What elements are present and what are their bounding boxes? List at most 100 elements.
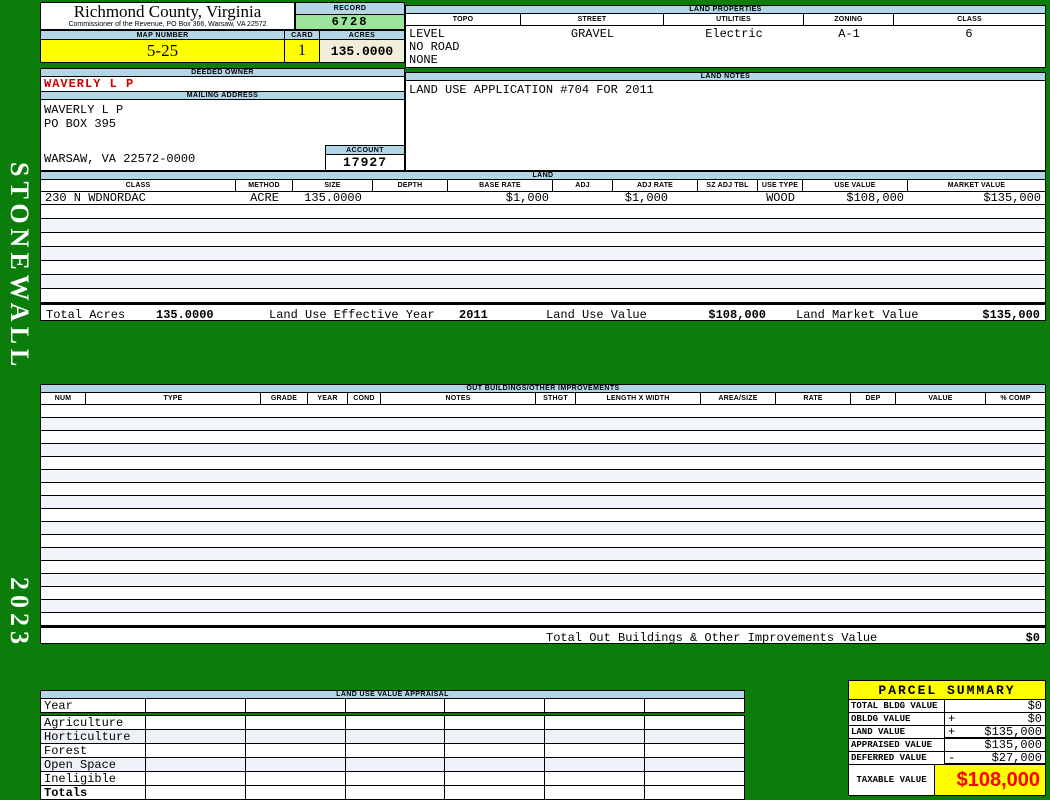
appraisal-cell <box>346 758 446 771</box>
column-header: COND <box>348 393 381 404</box>
topo-value: LEVEL <box>409 27 446 41</box>
appraisal-cell <box>545 744 646 757</box>
summary-row: APPRAISED VALUE $135,000 <box>848 738 1046 752</box>
empty-row <box>40 535 1046 548</box>
total-acres-label: Total Acres <box>46 308 126 322</box>
empty-row <box>40 444 1046 457</box>
appraisal-cell <box>246 716 346 729</box>
column-header: ZONING <box>804 14 894 25</box>
appraisal-cell <box>645 699 744 712</box>
appraisal-cell <box>645 758 744 771</box>
topo-value: NONE <box>409 53 438 67</box>
class-value: 6 <box>965 27 973 41</box>
appraisal-cell <box>146 730 246 743</box>
appraisal-cell <box>246 758 346 771</box>
land-table: LAND CLASS METHOD SIZE DEPTH BASE RATE A… <box>40 171 1046 322</box>
column-header: STHGT <box>536 393 576 404</box>
column-header: SIZE <box>293 180 373 191</box>
appraisal-row-label: Year <box>41 699 146 712</box>
column-header: TOPO <box>406 14 521 25</box>
empty-row <box>40 483 1046 496</box>
appraisal-row-label: Totals <box>41 786 146 799</box>
street-value: GRAVEL <box>570 27 615 41</box>
summary-row: TOTAL BLDG VALUE $0 <box>848 699 1046 713</box>
account-value: 17927 <box>325 154 405 171</box>
appraisal-cell <box>645 744 744 757</box>
appraisal-cell <box>246 699 346 712</box>
appraisal-cell <box>346 786 446 799</box>
land-cell-use-value: $108,000 <box>846 192 904 204</box>
out-buildings-empty-rows <box>40 405 1046 626</box>
utilities-value: Electric <box>705 27 763 41</box>
county-subtitle: Commissioner of the Revenue, PO Box 366,… <box>68 21 267 28</box>
appraisal-cell <box>346 730 446 743</box>
appraisal-cell <box>545 772 646 785</box>
empty-row <box>40 418 1046 431</box>
appraisal-row-label: Open Space <box>41 758 146 771</box>
summary-label: DEFERRED VALUE <box>848 751 945 765</box>
land-use-value-label: Land Use Value <box>546 308 647 322</box>
summary-value-cell: - $27,000 <box>944 751 1046 765</box>
appraisal-cell <box>346 699 446 712</box>
land-use-value: $108,000 <box>708 308 766 322</box>
column-header: UTILITIES <box>664 14 804 25</box>
column-header: DEPTH <box>373 180 448 191</box>
column-header: METHOD <box>236 180 293 191</box>
out-buildings-total-row: Total Out Buildings & Other Improvements… <box>40 626 1046 645</box>
zoning-value: A-1 <box>838 27 860 41</box>
summary-value: $0 <box>1027 712 1042 726</box>
summary-value: $27,000 <box>991 750 1042 765</box>
county-header: Richmond County, Virginia Commissioner o… <box>40 2 295 30</box>
appraisal-cell <box>445 730 546 743</box>
land-market-value: $135,000 <box>982 308 1040 322</box>
appraisal-cell <box>346 772 446 785</box>
summary-value: $135,000 <box>984 724 1042 739</box>
appraisal-rows: Year Agriculture Horticulture Forest Open Sp… <box>40 698 745 800</box>
empty-row <box>40 275 1046 289</box>
appraisal-row-label: Ineligible <box>41 772 146 785</box>
empty-row <box>40 470 1046 483</box>
summary-row: LAND VALUE + $135,000 <box>848 725 1046 739</box>
mailing-line: WAVERLY L P <box>44 103 124 117</box>
parcel-summary: PARCEL SUMMARY TOTAL BLDG VALUE $0 OBLDG… <box>848 680 1046 796</box>
out-buildings-title: OUT BUILDINGS/OTHER IMPROVEMENTS <box>40 384 1046 393</box>
column-header: VALUE <box>896 393 986 404</box>
appraisal-cell <box>146 716 246 729</box>
appraisal-row: Year <box>40 698 745 713</box>
land-cell-adj-rate: $1,000 <box>624 192 668 204</box>
empty-row <box>40 587 1046 600</box>
column-header: CLASS <box>957 16 982 23</box>
empty-row <box>40 431 1046 444</box>
mailing-line: PO BOX 395 <box>44 117 117 131</box>
appraisal-row: Horticulture <box>40 729 745 744</box>
summary-value: $135,000 <box>984 738 1042 752</box>
empty-row <box>40 261 1046 275</box>
empty-row <box>40 548 1046 561</box>
appraisal-cell <box>146 786 246 799</box>
county-title: Richmond County, Virginia <box>73 2 262 21</box>
summary-operator: + <box>948 712 956 726</box>
appraisal-row: Totals <box>40 785 745 800</box>
summary-label: TOTAL BLDG VALUE <box>848 699 945 713</box>
sidebar-district-label: STONEWALL <box>5 162 34 372</box>
empty-row <box>40 247 1046 261</box>
land-header-row: CLASS METHOD SIZE DEPTH BASE RATE ADJ AD… <box>40 180 1046 192</box>
empty-row <box>40 509 1046 522</box>
appraisal-cell <box>445 758 546 771</box>
land-properties-section: LAND PROPERTIES TOPO STREET UTILITIES ZO… <box>405 5 1046 26</box>
summary-label: OBLDG VALUE <box>848 712 945 726</box>
appraisal-cell <box>246 772 346 785</box>
appraisal-row-label: Horticulture <box>41 730 146 743</box>
out-buildings-total-value: $0 <box>1025 631 1040 645</box>
summary-value: $0 <box>1027 699 1042 713</box>
appraisal-cell <box>445 772 546 785</box>
land-market-value-label: Land Market Value <box>796 308 919 322</box>
column-header: BASE RATE <box>448 180 553 191</box>
land-notes-text: LAND USE APPLICATION #704 FOR 2011 <box>409 83 654 97</box>
appraisal-cell <box>545 758 646 771</box>
land-cell-depth <box>373 192 448 204</box>
summary-value-cell: + $135,000 <box>944 725 1046 739</box>
summary-value-cell: $135,000 <box>944 738 1046 752</box>
taxable-value: $108,000 <box>934 764 1046 796</box>
empty-row <box>40 219 1046 233</box>
